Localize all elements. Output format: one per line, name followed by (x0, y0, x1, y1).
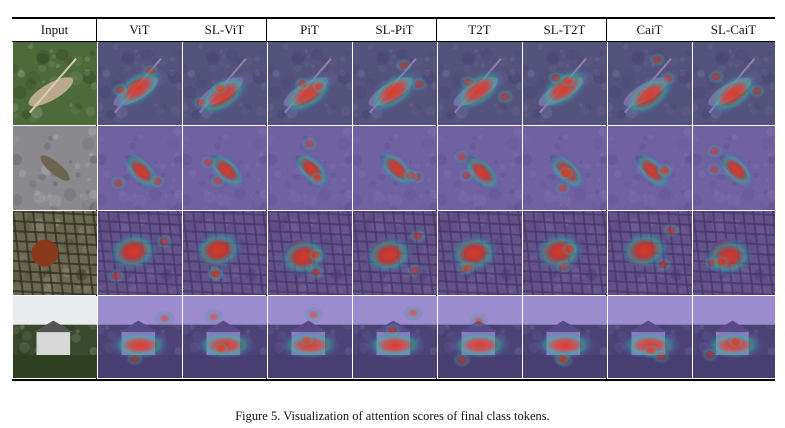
attention-map-sl-cait-lizard (693, 126, 775, 210)
input-image-spider (13, 211, 97, 295)
column-header-sl-t2t: SL-T2T (543, 22, 586, 37)
attention-map-t2t-house (438, 296, 522, 378)
attention-map-sl-vit-spider (183, 211, 267, 295)
attention-map-sl-t2t-spider (523, 211, 607, 295)
table-top-rule (12, 17, 775, 19)
attention-map-sl-t2t-house (523, 296, 607, 378)
column-header-sl-cait: SL-CaiT (710, 22, 757, 37)
table-header-rule (12, 41, 775, 42)
attention-map-t2t-grasshopper (438, 42, 522, 125)
attention-map-vit-spider (98, 211, 182, 295)
attention-map-sl-pit-lizard (353, 126, 437, 210)
attention-map-sl-pit-house (353, 296, 437, 378)
attention-map-sl-cait-spider (693, 211, 775, 295)
column-header-input: Input (40, 22, 69, 37)
attention-map-vit-house (98, 296, 182, 378)
column-header-vit: ViT (129, 22, 150, 37)
attention-map-cait-grasshopper (608, 42, 692, 125)
attention-map-sl-pit-spider (353, 211, 437, 295)
attention-map-t2t-lizard (438, 126, 522, 210)
attention-map-sl-t2t-grasshopper (523, 42, 607, 125)
attention-map-sl-vit-house (183, 296, 267, 378)
attention-map-pit-spider (268, 211, 352, 295)
column-header-t2t: T2T (468, 22, 491, 37)
attention-map-pit-house (268, 296, 352, 378)
attention-map-sl-t2t-lizard (523, 126, 607, 210)
attention-map-sl-vit-lizard (183, 126, 267, 210)
input-image-grasshopper (13, 42, 97, 125)
attention-figure: Input ViT SL-ViT PiT SL-PiT T2T SL-T2T CaiT SL-C… (12, 17, 775, 381)
attention-map-t2t-spider (438, 211, 522, 295)
attention-map-vit-grasshopper (98, 42, 182, 125)
column-header-pit: PiT (300, 22, 319, 37)
attention-map-pit-lizard (268, 126, 352, 210)
column-header-cait: CaiT (636, 22, 663, 37)
input-image-house (13, 296, 97, 378)
table-bottom-rule (12, 379, 775, 381)
attention-map-sl-cait-grasshopper (693, 42, 775, 125)
column-header-sl-pit: SL-PiT (375, 22, 414, 37)
attention-map-sl-cait-house (693, 296, 775, 378)
attention-map-vit-lizard (98, 126, 182, 210)
attention-map-cait-spider (608, 211, 692, 295)
column-header-sl-vit: SL-ViT (204, 22, 245, 37)
attention-map-cait-house (608, 296, 692, 378)
input-image-lizard (13, 126, 97, 210)
attention-map-sl-pit-grasshopper (353, 42, 437, 125)
attention-map-pit-grasshopper (268, 42, 352, 125)
attention-map-sl-vit-grasshopper (183, 42, 267, 125)
figure-caption: Figure 5. Visualization of attention sco… (235, 409, 550, 423)
attention-map-cait-lizard (608, 126, 692, 210)
